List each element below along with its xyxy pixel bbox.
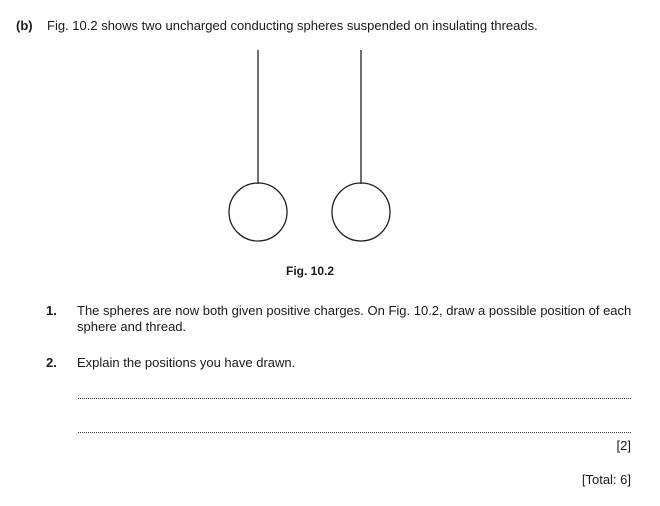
part-label: (b) <box>16 18 33 33</box>
question-1-text: The spheres are now both given positive … <box>77 303 632 334</box>
question-2-number: 2. <box>46 355 57 370</box>
question-2-text: Explain the positions you have drawn. <box>77 355 296 370</box>
part-intro: Fig. 10.2 shows two uncharged conducting… <box>47 18 538 33</box>
answer-line-1[interactable] <box>78 398 631 399</box>
figure-caption: Fig. 10.2 <box>285 264 335 278</box>
left-sphere <box>228 182 288 242</box>
right-sphere <box>331 182 391 242</box>
marks-label: [2] <box>616 438 631 453</box>
question-1-number: 1. <box>46 303 57 318</box>
answer-line-2[interactable] <box>78 432 631 433</box>
total-marks-label: [Total: 6] <box>581 472 631 487</box>
